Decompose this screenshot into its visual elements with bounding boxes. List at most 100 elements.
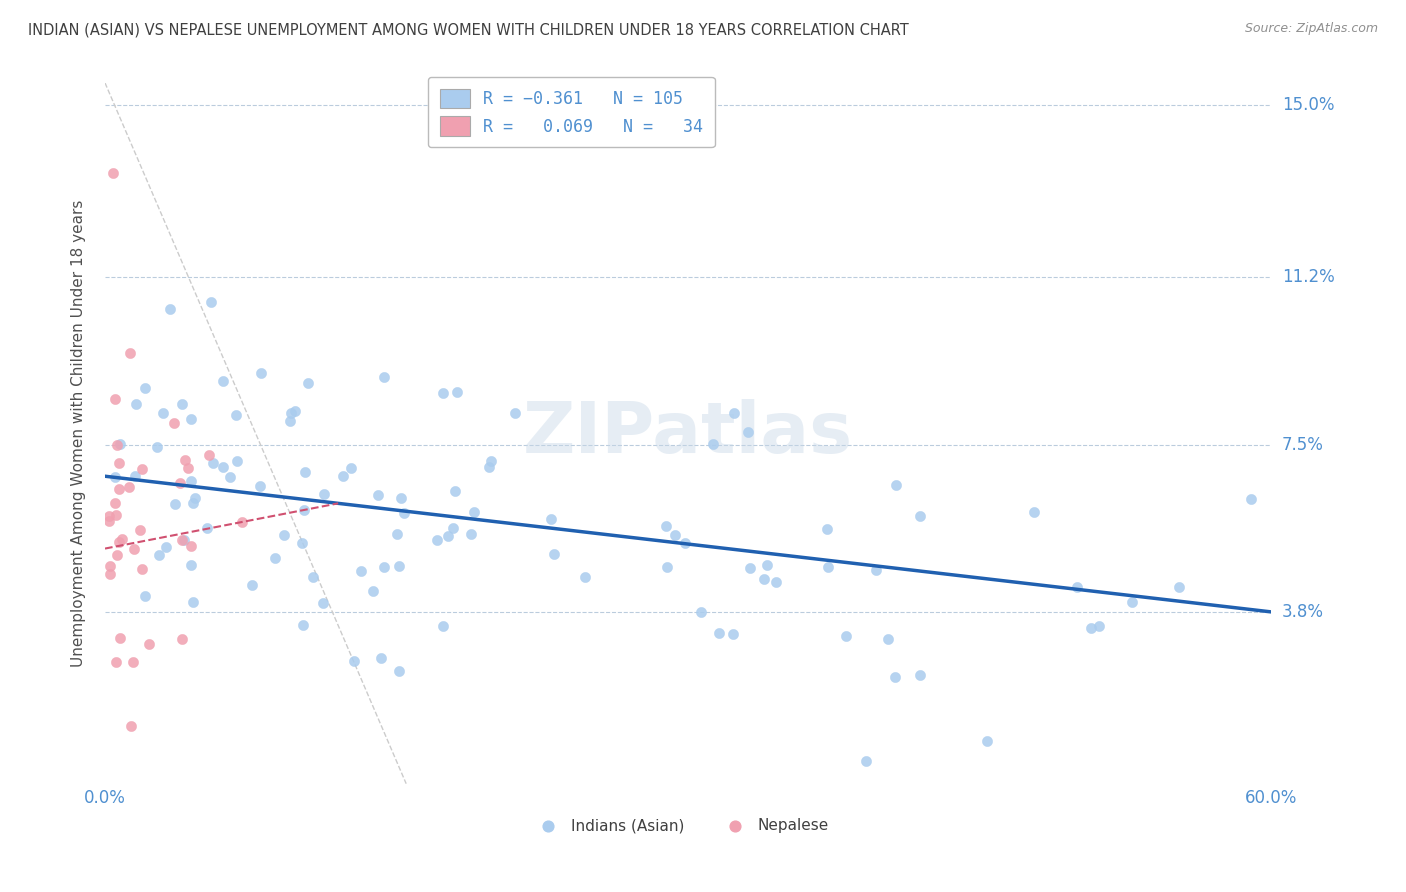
Point: [340, 461, 363, 475]
Point: [754, 572, 776, 586]
Point: [436, 529, 458, 543]
Point: [180, 475, 202, 489]
Text: 3.8%: 3.8%: [1282, 603, 1324, 621]
Point: [389, 491, 412, 505]
Point: [162, 417, 184, 431]
Point: [478, 459, 501, 474]
Point: [1080, 622, 1102, 636]
Point: [183, 496, 205, 510]
Point: [105, 437, 128, 451]
Point: [737, 425, 759, 440]
Point: [388, 664, 411, 678]
Point: [146, 440, 169, 454]
Point: [350, 564, 373, 578]
Point: [441, 520, 464, 534]
Point: [342, 654, 364, 668]
Point: [1088, 619, 1111, 633]
Text: INDIAN (ASIAN) VS NEPALESE UNEMPLOYMENT AMONG WOMEN WITH CHILDREN UNDER 18 YEARS: INDIAN (ASIAN) VS NEPALESE UNEMPLOYMENT …: [28, 22, 908, 37]
Point: [181, 595, 204, 609]
Point: [367, 488, 389, 502]
Point: [218, 469, 240, 483]
Point: [908, 509, 931, 524]
Text: 11.2%: 11.2%: [1282, 268, 1334, 286]
Point: [394, 506, 416, 520]
Point: [264, 550, 287, 565]
Point: [97, 508, 120, 523]
Point: [105, 508, 128, 523]
Legend: R = −0.361   N = 105, R =   0.069   N =   34: R = −0.361 N = 105, R = 0.069 N = 34: [427, 78, 714, 147]
Point: [1167, 581, 1189, 595]
Point: [373, 369, 395, 384]
Point: [291, 536, 314, 550]
Point: [124, 469, 146, 483]
Point: [231, 515, 253, 529]
Point: [104, 495, 127, 509]
Point: [884, 670, 907, 684]
Point: [200, 294, 222, 309]
Point: [370, 651, 392, 665]
Point: [148, 548, 170, 562]
Point: [1240, 491, 1263, 506]
Point: [543, 547, 565, 561]
Text: 15.0%: 15.0%: [1282, 96, 1334, 114]
Point: [225, 408, 247, 422]
Point: [97, 514, 120, 528]
Point: [738, 561, 761, 575]
Point: [432, 385, 454, 400]
Point: [138, 636, 160, 650]
Point: [101, 166, 124, 180]
Point: [180, 412, 202, 426]
Point: [173, 533, 195, 547]
Point: [104, 655, 127, 669]
Point: [297, 376, 319, 391]
Point: [1066, 580, 1088, 594]
Point: [212, 460, 235, 475]
Point: [463, 505, 485, 519]
Text: Nepalese: Nepalese: [758, 818, 830, 833]
Point: [172, 397, 194, 411]
Point: [884, 478, 907, 492]
Text: ZIPatlas: ZIPatlas: [523, 399, 853, 467]
Point: [446, 384, 468, 399]
Point: [855, 754, 877, 768]
Point: [503, 406, 526, 420]
Point: [388, 559, 411, 574]
Point: [240, 578, 263, 592]
Point: [202, 456, 225, 470]
Point: [125, 397, 148, 411]
Point: [104, 392, 127, 407]
Point: [702, 436, 724, 450]
Point: [131, 562, 153, 576]
Point: [111, 532, 134, 546]
Point: [673, 536, 696, 550]
Point: [104, 470, 127, 484]
Point: [910, 668, 932, 682]
Point: [98, 567, 121, 582]
Point: [152, 406, 174, 420]
Point: [173, 453, 195, 467]
Point: [280, 406, 302, 420]
Point: [134, 589, 156, 603]
Point: [129, 524, 152, 538]
Point: [723, 406, 745, 420]
Point: [197, 448, 219, 462]
Text: Indians (Asian): Indians (Asian): [571, 818, 685, 833]
Point: [250, 366, 273, 380]
Point: [835, 629, 858, 643]
Point: [1022, 505, 1045, 519]
Point: [134, 381, 156, 395]
Point: [765, 574, 787, 589]
Point: [460, 526, 482, 541]
Point: [273, 528, 295, 542]
Point: [976, 733, 998, 747]
Point: [302, 570, 325, 584]
Point: [118, 480, 141, 494]
Point: [655, 559, 678, 574]
Point: [443, 483, 465, 498]
Point: [226, 454, 249, 468]
Point: [373, 559, 395, 574]
Point: [100, 559, 122, 574]
Point: [155, 540, 177, 554]
Point: [108, 483, 131, 497]
Point: [172, 632, 194, 646]
